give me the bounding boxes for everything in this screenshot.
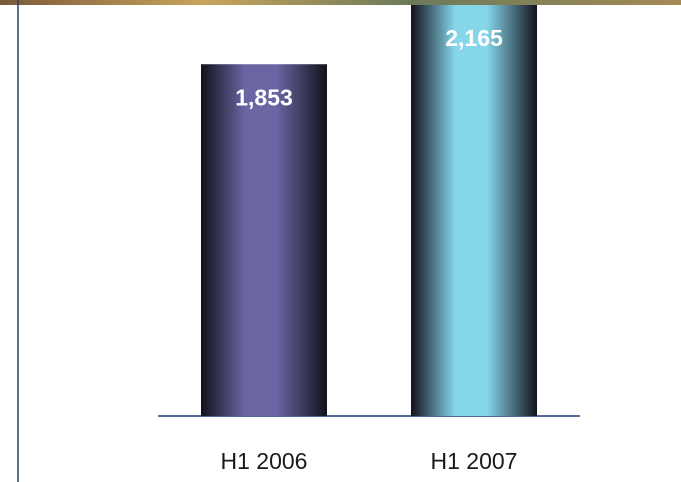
bar	[411, 5, 537, 416]
value-label: 2,165	[445, 25, 503, 51]
x-tick-label: H1 2007	[431, 448, 518, 474]
bar	[201, 64, 327, 417]
value-label: 1,853	[235, 84, 293, 110]
header-strip	[0, 0, 681, 5]
x-tick-label: H1 2006	[221, 448, 308, 474]
